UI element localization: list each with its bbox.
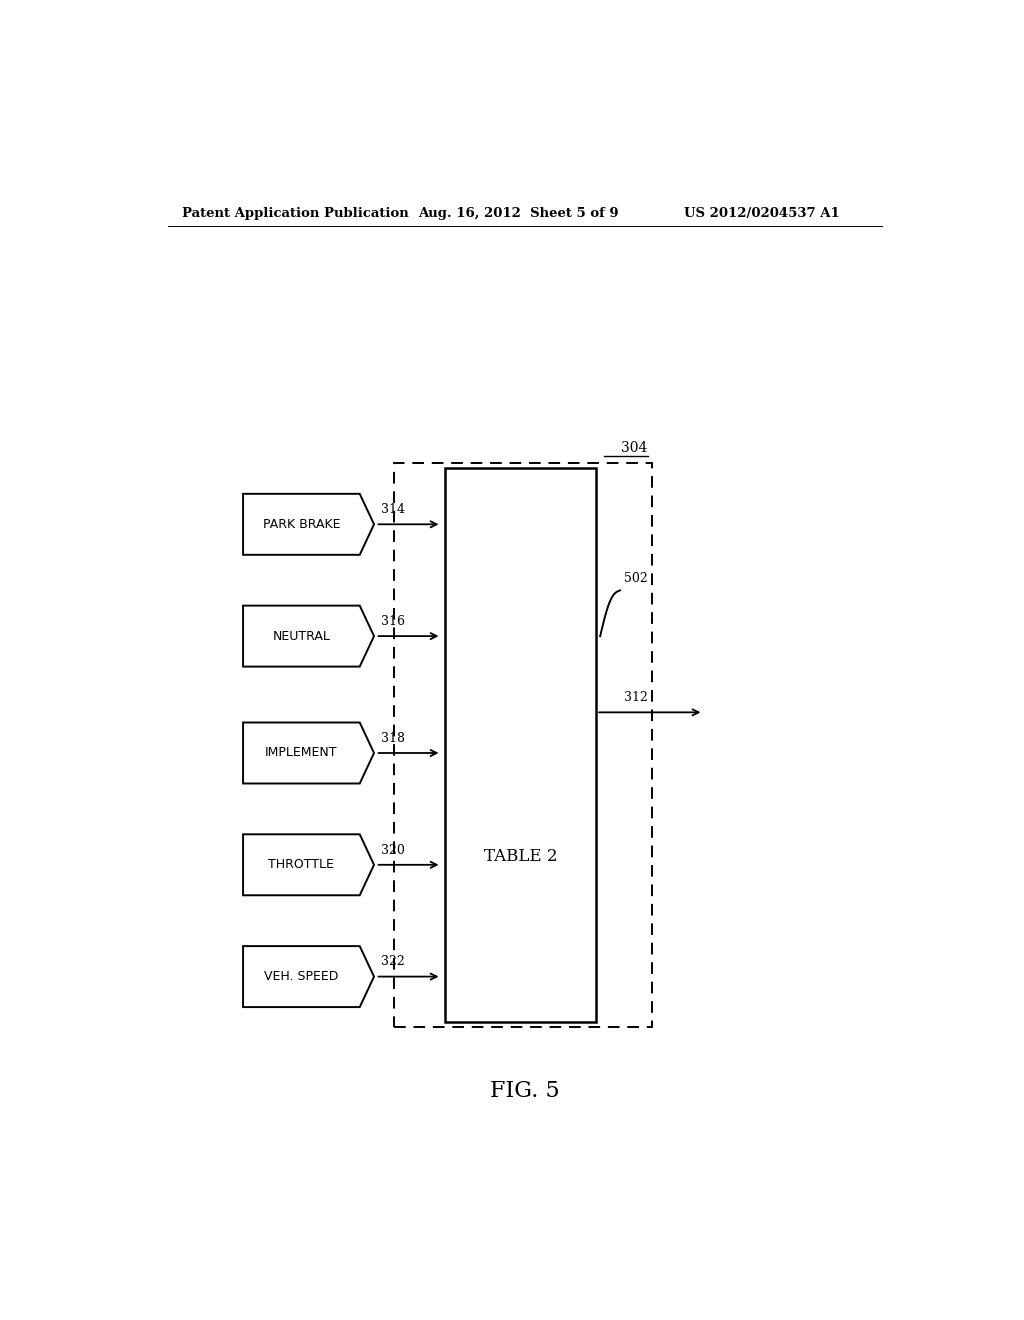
Text: VEH. SPEED: VEH. SPEED (264, 970, 339, 983)
Polygon shape (243, 606, 374, 667)
Bar (394, 463, 652, 1027)
Text: 318: 318 (381, 731, 404, 744)
Bar (445, 469, 596, 1022)
Text: Patent Application Publication: Patent Application Publication (182, 207, 409, 220)
Polygon shape (243, 722, 374, 784)
Text: 314: 314 (381, 503, 404, 516)
Text: 322: 322 (381, 956, 404, 969)
Polygon shape (243, 946, 374, 1007)
Text: Aug. 16, 2012  Sheet 5 of 9: Aug. 16, 2012 Sheet 5 of 9 (418, 207, 618, 220)
Text: TABLE 2: TABLE 2 (484, 847, 558, 865)
Text: 312: 312 (624, 692, 648, 704)
Text: NEUTRAL: NEUTRAL (272, 630, 331, 643)
Text: THROTTLE: THROTTLE (268, 858, 335, 871)
Text: 502: 502 (624, 573, 648, 585)
Text: 320: 320 (381, 843, 404, 857)
Text: US 2012/0204537 A1: US 2012/0204537 A1 (684, 207, 840, 220)
Text: 304: 304 (622, 441, 648, 455)
Text: IMPLEMENT: IMPLEMENT (265, 747, 338, 759)
Polygon shape (243, 494, 374, 554)
Text: 316: 316 (381, 615, 404, 628)
Text: PARK BRAKE: PARK BRAKE (262, 517, 340, 531)
Text: FIG. 5: FIG. 5 (490, 1081, 559, 1102)
Polygon shape (243, 834, 374, 895)
